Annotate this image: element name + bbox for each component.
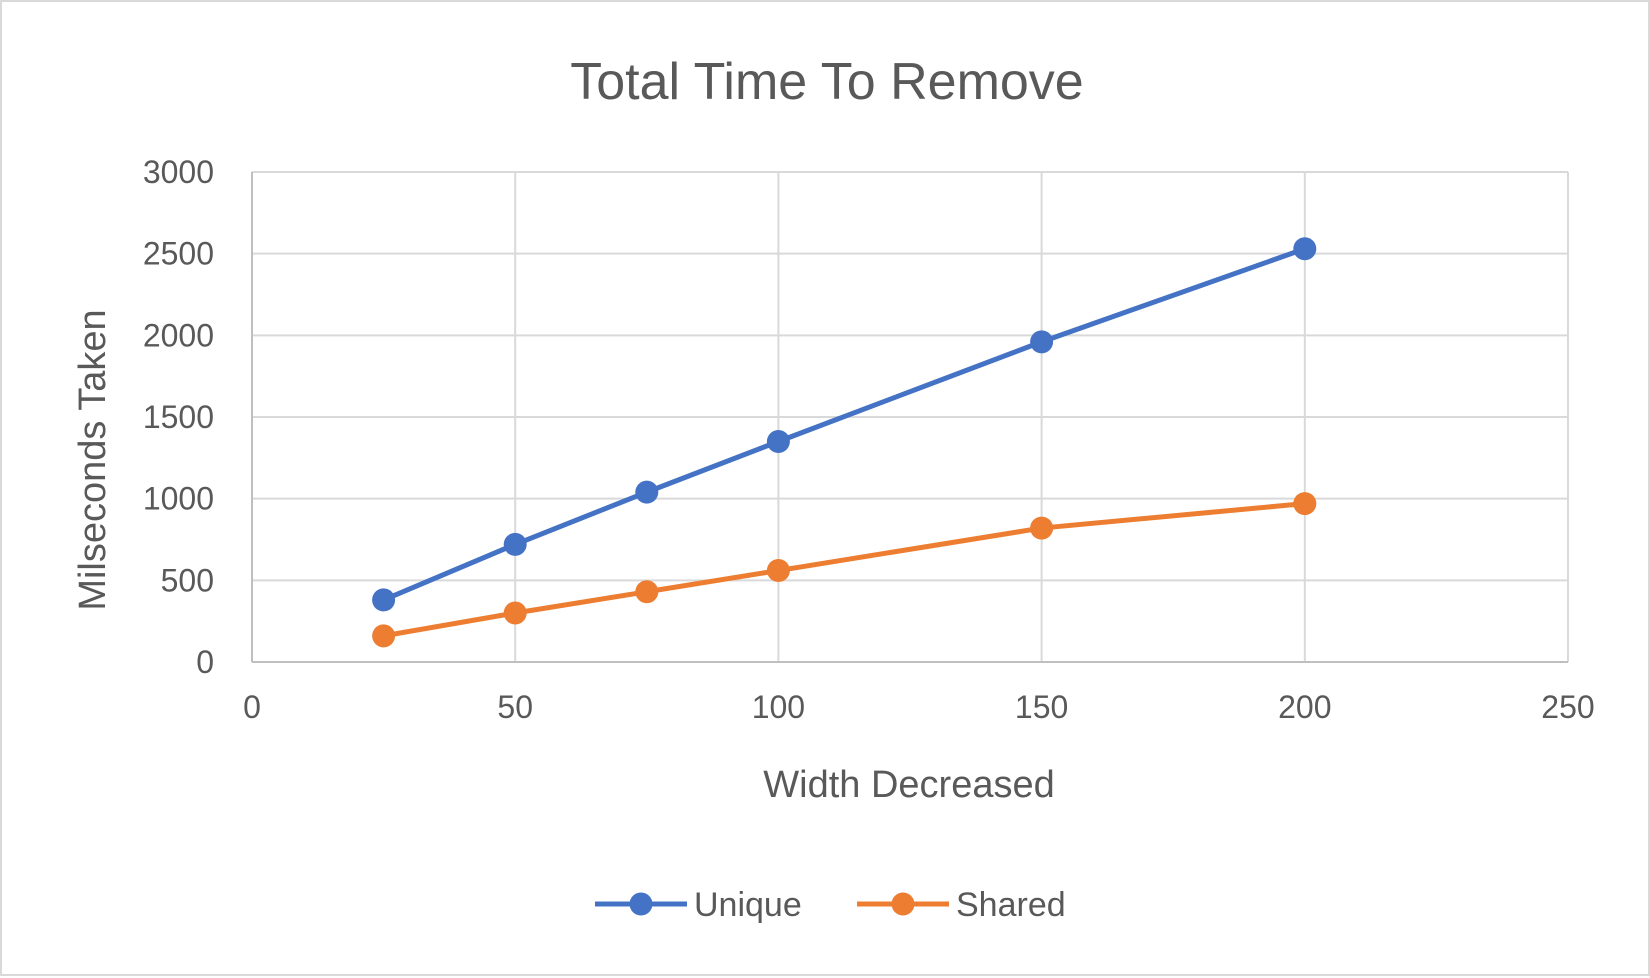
series [372, 237, 1317, 648]
data-point-unique [503, 532, 527, 556]
data-point-unique [1293, 237, 1317, 261]
x-tick-label: 200 [1278, 689, 1331, 725]
x-tick-label: 50 [497, 689, 533, 725]
data-point-unique [372, 588, 396, 612]
y-tick-label: 2000 [143, 317, 214, 353]
legend-label-shared: Shared [956, 886, 1066, 924]
y-tick-label: 2500 [143, 236, 214, 272]
series-line-shared [381, 501, 1308, 639]
x-tick-label: 100 [752, 689, 805, 725]
x-axis-title: Width Decreased [763, 764, 1054, 806]
tick-labels: 0 500 1000 1500 2000 2500 3000 0 50 100 150 200 250 [143, 154, 1595, 725]
y-tick-label: 3000 [143, 154, 214, 190]
x-tick-label: 150 [1015, 689, 1068, 725]
axes [251, 172, 1568, 663]
legend-label-unique: Unique [694, 886, 802, 924]
data-point-shared [372, 624, 396, 648]
data-point-shared [635, 580, 659, 604]
legend-marker-unique [629, 892, 653, 916]
data-point-unique [1030, 330, 1054, 354]
data-point-shared [1030, 516, 1054, 540]
legend: Unique Shared [595, 886, 1066, 924]
legend-marker-shared [891, 892, 915, 916]
data-point-unique [766, 430, 790, 453]
y-tick-label: 0 [196, 644, 214, 680]
x-tick-label: 0 [243, 689, 261, 725]
data-point-shared [1293, 492, 1317, 516]
chart-title: Total Time To Remove [570, 53, 1083, 111]
y-tick-label: 1500 [143, 399, 214, 435]
y-tick-label: 1000 [143, 481, 214, 517]
y-tick-label: 500 [161, 562, 214, 598]
grid [252, 171, 1569, 662]
x-tick-label: 250 [1541, 689, 1594, 725]
data-point-unique [635, 480, 659, 504]
data-point-shared [766, 559, 790, 583]
data-point-shared [503, 601, 527, 625]
series-line-unique [381, 246, 1308, 603]
y-axis-title: Milseconds Taken [72, 309, 114, 610]
